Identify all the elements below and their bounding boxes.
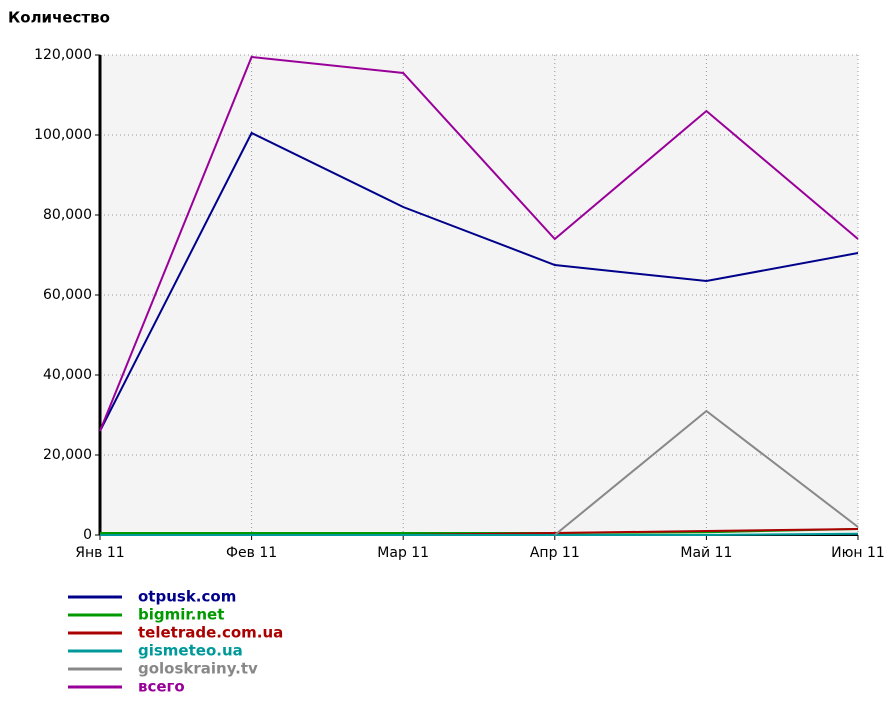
y-tick-label: 0 (83, 527, 92, 543)
x-tick-label: Янв 11 (75, 545, 124, 561)
x-tick-label: Апр 11 (530, 545, 580, 561)
y-tick-label: 20,000 (43, 447, 92, 463)
y-tick-label: 80,000 (43, 207, 92, 223)
plot-area (100, 55, 858, 535)
series-line (99, 55, 859, 432)
legend-label: bigmir.net (138, 606, 224, 624)
x-tick-label: Май 11 (680, 545, 732, 561)
y-tick-label: 40,000 (43, 367, 92, 383)
y-tick-label: 60,000 (43, 287, 92, 303)
legend-label: otpusk.com (138, 588, 236, 606)
legend-label: teletrade.com.ua (138, 624, 283, 642)
x-tick-label: Июн 11 (831, 545, 885, 561)
y-tick-label: 120,000 (34, 47, 92, 63)
legend-label: всего (138, 678, 185, 696)
series-line (100, 532, 859, 536)
chart-title: Количество (8, 9, 110, 27)
legend-label: gismeteo.ua (138, 642, 243, 660)
series-line (99, 131, 859, 432)
series-line (554, 409, 859, 536)
x-tick-label: Мар 11 (377, 545, 429, 561)
x-tick-label: Фев 11 (226, 545, 277, 561)
legend-label: goloskrainy.tv (138, 660, 258, 678)
y-tick-label: 100,000 (34, 127, 92, 143)
